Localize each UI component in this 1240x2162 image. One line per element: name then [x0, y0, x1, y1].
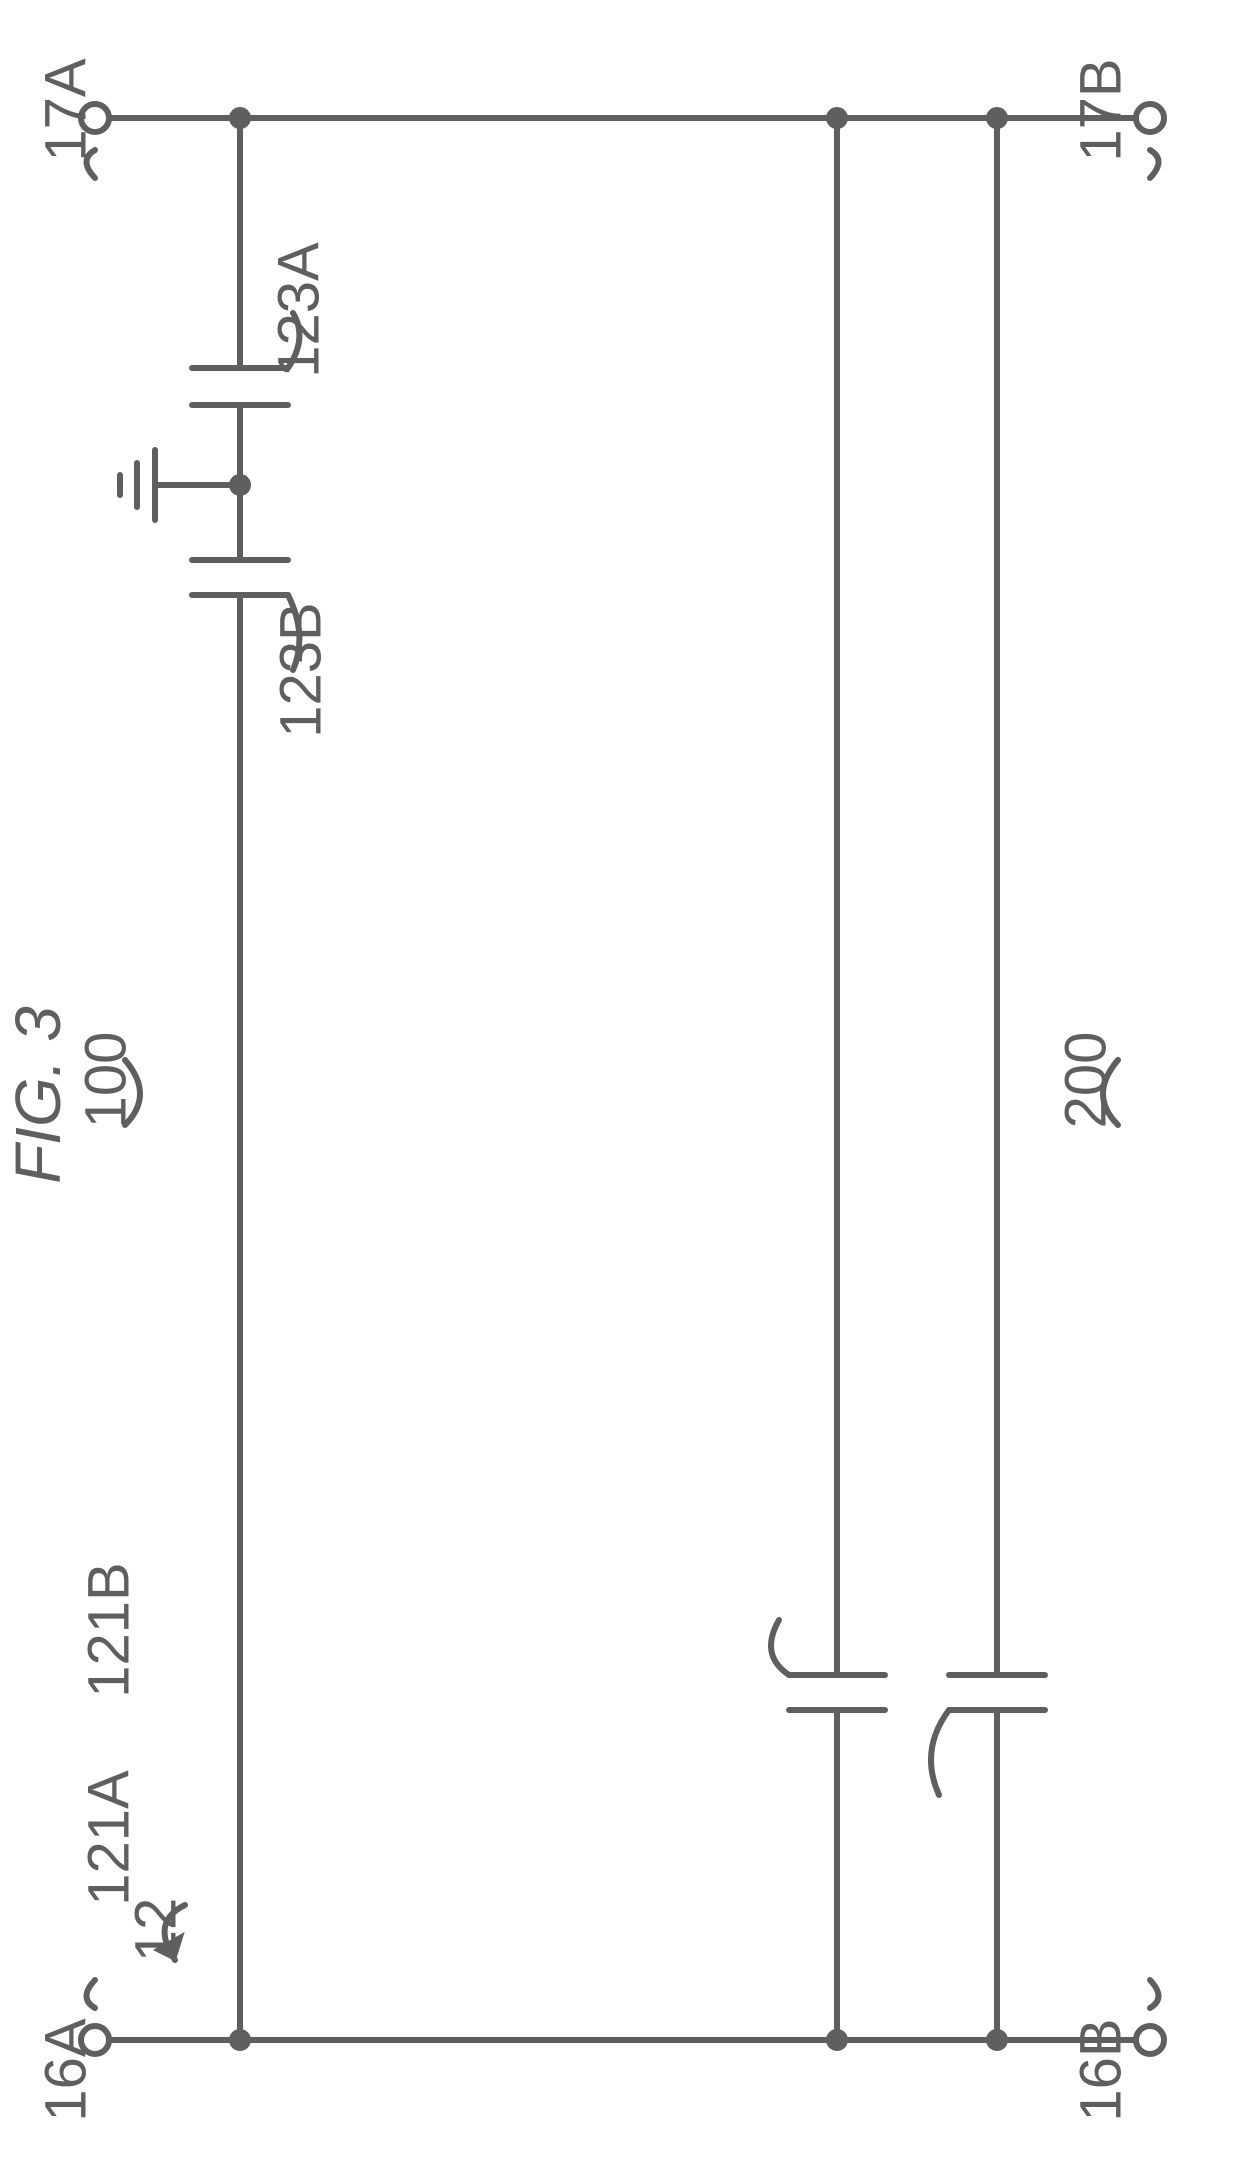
label-L100: 100 [73, 1032, 138, 1129]
circuit-figure: FIG. 31216A16B17A17B100200121A121B123A12… [0, 0, 1240, 2162]
node-dot [829, 2032, 845, 2048]
node-dot [232, 2032, 248, 2048]
label-L121B: 121B [76, 1562, 141, 1697]
label-text-L123B: 123B [268, 602, 333, 737]
label-L16B: 16B [1068, 2018, 1133, 2121]
label-L200: 200 [1053, 1032, 1118, 1129]
label-text-L17B: 17B [1068, 58, 1133, 161]
lead-arc-16A [87, 1980, 96, 2008]
circuit-group: 12 16A 16B 17A 17B 100 200 121A 121B 123A 123B [33, 58, 1164, 2122]
label-text-L121A: 121A [76, 1770, 141, 1906]
label-L123A: 123A [266, 242, 331, 378]
lead-arc-121A [931, 1710, 949, 1795]
lead-arc-17B [1150, 150, 1159, 178]
label-text-L123A: 123A [266, 242, 331, 378]
label-text-L100: 100 [73, 1032, 138, 1129]
node-dot [989, 2032, 1005, 2048]
node-dot [829, 110, 845, 126]
label-L17B: 17B [1068, 58, 1133, 161]
figure-title-group: FIG. 3 [2, 1006, 74, 1184]
label-text-L16A: 16A [33, 2018, 98, 2122]
label-L123B: 123B [268, 602, 333, 737]
node-dot [232, 477, 248, 493]
label-text-L121B: 121B [76, 1562, 141, 1697]
label-text-L12: 12 [123, 1898, 188, 1963]
node-dot [989, 110, 1005, 126]
node-dot [232, 110, 248, 126]
terminal-16B [1136, 2026, 1164, 2054]
lead-arc-16B [1150, 1980, 1159, 2008]
figure-title: FIG. 3 [2, 1006, 74, 1184]
lead-arc-121B [771, 1620, 789, 1675]
terminal-17B [1136, 104, 1164, 132]
label-L16A: 16A [33, 2018, 98, 2122]
label-text-L16B: 16B [1068, 2018, 1133, 2121]
label-text-L200: 200 [1053, 1032, 1118, 1129]
label-L12: 12 [123, 1898, 188, 1963]
label-L17A: 17A [33, 58, 98, 162]
label-L121A: 121A [76, 1770, 141, 1906]
label-text-L17A: 17A [33, 58, 98, 162]
